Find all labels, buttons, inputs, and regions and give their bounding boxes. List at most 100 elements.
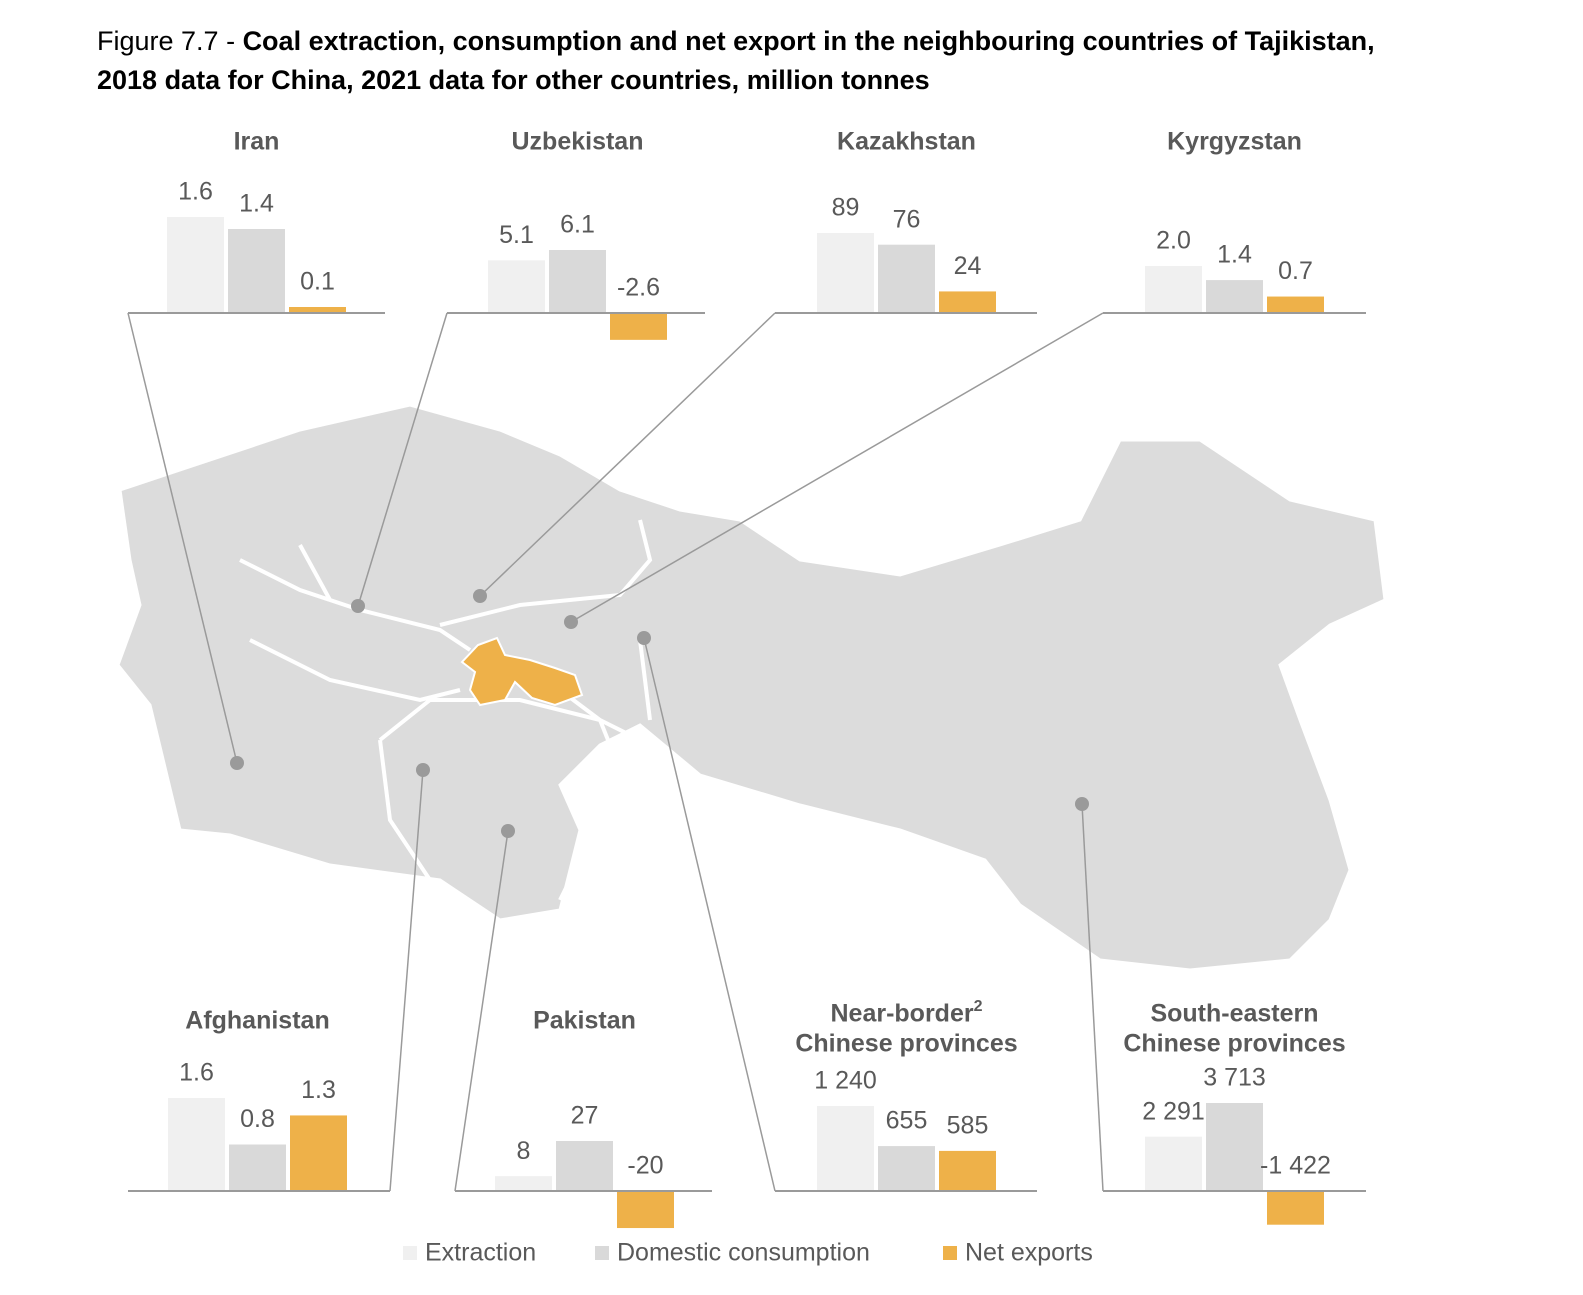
- value-label: 89: [832, 194, 860, 222]
- bar: [817, 233, 874, 313]
- chart-title: Chinese provinces: [1123, 1030, 1345, 1058]
- location-dot: [473, 589, 487, 603]
- bar: [817, 1106, 874, 1191]
- bar: [290, 1115, 347, 1191]
- legend-label: Extraction: [425, 1239, 536, 1267]
- chart-title: South-eastern: [1150, 1000, 1318, 1028]
- bar: [1206, 1103, 1263, 1191]
- bar: [1206, 280, 1263, 313]
- value-label: 0.7: [1278, 257, 1313, 285]
- legend-label: Net exports: [965, 1239, 1093, 1267]
- value-label: -20: [627, 1152, 663, 1180]
- location-dot: [416, 763, 430, 777]
- leader-line: [570, 312, 1104, 623]
- chart-title: Chinese provinces: [795, 1030, 1017, 1058]
- chart-title: Kazakhstan: [837, 128, 976, 156]
- value-label: 2.0: [1156, 227, 1191, 255]
- location-dot: [351, 599, 365, 613]
- location-dot: [230, 756, 244, 770]
- chart-title: Iran: [234, 128, 280, 156]
- bar: [610, 313, 667, 340]
- leader-line: [389, 769, 424, 1192]
- bar: [229, 1144, 286, 1191]
- value-label: 1.4: [239, 190, 274, 218]
- legend-swatch: [403, 1246, 417, 1260]
- bar: [1267, 296, 1324, 313]
- value-label: 1.3: [301, 1076, 336, 1104]
- small-chart: Kyrgyzstan 2.0 1.4 0.7: [1103, 128, 1366, 314]
- value-label: -1 422: [1260, 1152, 1331, 1180]
- location-dot: [564, 615, 578, 629]
- bar: [495, 1176, 552, 1191]
- chart-title: Kyrgyzstan: [1167, 128, 1302, 156]
- leader-line: [357, 312, 448, 607]
- tajikistan: [460, 636, 584, 707]
- bar: [939, 291, 996, 313]
- bar: [228, 229, 285, 313]
- location-dot: [1075, 797, 1089, 811]
- bar: [1145, 1136, 1202, 1191]
- small-chart: Kazakhstan 89 76 24: [775, 128, 1037, 314]
- title-line: 2018 data for China, 2021 data for other…: [97, 65, 930, 95]
- value-label: 0.1: [300, 268, 335, 296]
- bar: [1145, 266, 1202, 313]
- small-chart: Afghanistan 1.6 0.8 1.3: [128, 1007, 390, 1192]
- bar: [549, 250, 606, 313]
- bar: [878, 244, 935, 313]
- bar: [939, 1150, 996, 1191]
- location-dot: [501, 824, 515, 838]
- leader-line: [127, 312, 238, 764]
- leader-line: [479, 312, 776, 597]
- chart-title: Uzbekistan: [512, 128, 644, 156]
- leader-line: [1081, 803, 1104, 1192]
- map-land: [116, 403, 1387, 972]
- map: [116, 403, 1387, 972]
- legend-swatch: [595, 1246, 609, 1260]
- leader-line: [454, 830, 509, 1192]
- value-label: 3 713: [1203, 1064, 1266, 1092]
- small-chart: Uzbekistan 5.1 6.1 -2.6: [447, 128, 705, 340]
- value-label: 1.4: [1217, 241, 1252, 269]
- title-note: 2: [974, 998, 983, 1015]
- bar: [878, 1146, 935, 1191]
- bar: [168, 1098, 225, 1191]
- value-label: 585: [947, 1112, 989, 1140]
- figure-title: Figure 7.7 - Coal extraction, consumptio…: [97, 26, 1375, 56]
- bar: [167, 217, 224, 313]
- value-label: 2 291: [1142, 1097, 1205, 1125]
- value-label: 655: [886, 1107, 928, 1135]
- bar: [488, 260, 545, 313]
- legend: Extraction Domestic consumption Net export…: [403, 1239, 1093, 1267]
- charts: Iran 1.6 1.4 0.1 Uzbekistan 5.1 6.1 -2.6 Kazakhs…: [128, 128, 1366, 1229]
- value-label: 24: [954, 252, 982, 280]
- value-label: 5.1: [499, 221, 534, 249]
- bar: [556, 1141, 613, 1191]
- bar: [617, 1191, 674, 1229]
- location-dot: [637, 631, 651, 645]
- bar: [289, 307, 346, 313]
- small-chart: Pakistan 8 27 -20: [455, 1007, 712, 1229]
- title-line: Coal extraction, consumption and net exp…: [243, 26, 1375, 56]
- chart-title: Afghanistan: [185, 1007, 329, 1035]
- legend-swatch: [943, 1246, 957, 1260]
- value-label: 0.8: [240, 1105, 275, 1133]
- figure-label: Figure 7.7 -: [97, 26, 243, 56]
- value-label: 1.6: [179, 1059, 214, 1087]
- bar: [1267, 1191, 1324, 1225]
- value-label: 1 240: [814, 1067, 877, 1095]
- leader-line: [643, 637, 776, 1192]
- value-label: 27: [571, 1102, 599, 1130]
- value-label: 8: [517, 1137, 531, 1165]
- value-label: 1.6: [178, 178, 213, 206]
- value-label: -2.6: [617, 274, 660, 302]
- leaders: [127, 312, 1104, 1192]
- value-label: 6.1: [560, 211, 595, 239]
- chart-title: Pakistan: [533, 1007, 636, 1035]
- chart-title: Near-border2: [831, 998, 983, 1028]
- legend-label: Domestic consumption: [617, 1239, 870, 1267]
- value-label: 76: [893, 205, 921, 233]
